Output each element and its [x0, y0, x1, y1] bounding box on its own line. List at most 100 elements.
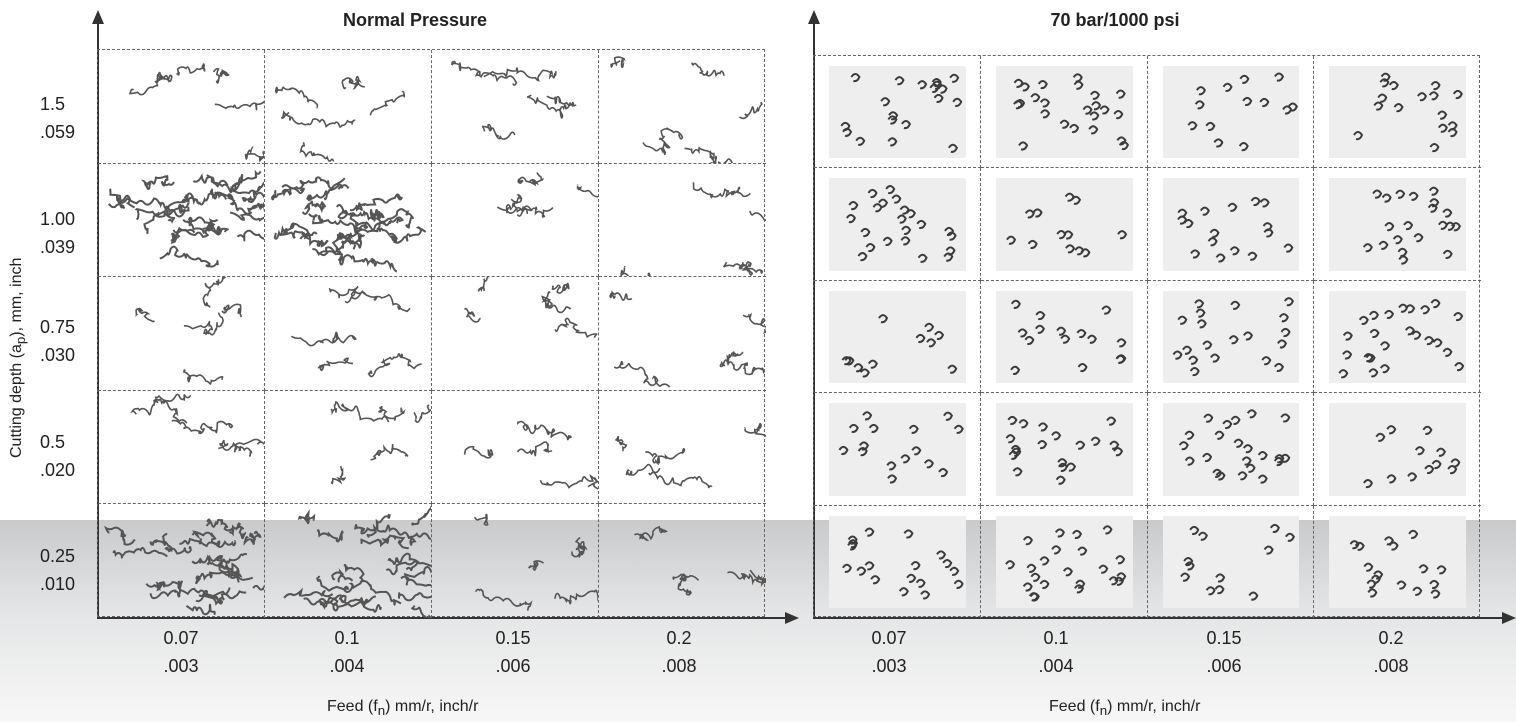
- chip-sample-cell: [432, 390, 599, 505]
- chip-sample-cell: [814, 393, 981, 506]
- column-label: 0.07 .003: [121, 624, 241, 680]
- column-label-inch: .004: [329, 656, 365, 676]
- metal-chips-illustration: [838, 411, 964, 484]
- chip-photo: [1329, 515, 1466, 608]
- metal-chips-illustration: [609, 290, 766, 388]
- chip-sample-cell: [1147, 280, 1315, 394]
- metal-chips-illustration: [1179, 523, 1295, 601]
- row-label-inch: .059: [40, 122, 76, 142]
- metal-chips-illustration: [620, 181, 766, 277]
- x-axis-arrow: [1502, 612, 1516, 624]
- chip-sample-cell: [814, 56, 981, 169]
- metal-chips-illustration: [451, 60, 577, 140]
- metal-chips-illustration: [1178, 409, 1290, 484]
- chip-sample-cell: [814, 280, 981, 394]
- column-label-mm: 0.07: [163, 628, 199, 648]
- chip-sample-cell: [1147, 168, 1315, 281]
- column-label-mm: 0.2: [1378, 628, 1404, 648]
- x-axis-arrow: [785, 612, 799, 624]
- chip-sample-cell: [1314, 281, 1481, 394]
- row-label-mm: 1.00: [40, 209, 76, 229]
- row-label: 1.5 .059: [40, 90, 75, 146]
- chip-photo: [995, 178, 1133, 271]
- column-label-mm: 0.2: [666, 628, 692, 648]
- chip-sample-cell: [98, 277, 265, 391]
- chip-sample-cell: [981, 505, 1148, 618]
- metal-chips-illustration: [840, 73, 963, 153]
- metal-chips-illustration: [1187, 72, 1298, 152]
- metal-chips-illustration: [463, 277, 598, 339]
- chip-sample-cell: [98, 390, 265, 505]
- column-label: 0.15 .006: [453, 624, 573, 680]
- column-label: 0.2 .008: [619, 624, 739, 680]
- metal-chips-illustration: [290, 286, 422, 378]
- metal-chips-illustration: [634, 526, 766, 597]
- metal-chips-illustration: [1009, 299, 1127, 375]
- metal-chips-illustration: [846, 185, 957, 264]
- metal-chips-illustration: [129, 63, 264, 163]
- metal-chips-illustration: [496, 171, 598, 218]
- metal-chips-illustration: [283, 506, 431, 618]
- row-label-inch: .010: [40, 574, 76, 594]
- metal-chips-illustration: [104, 518, 264, 616]
- row-label-inch: .020: [40, 460, 76, 480]
- column-label: 0.1 .004: [287, 624, 407, 680]
- column-label-mm: 0.07: [871, 628, 907, 648]
- chip-sample-cell: [98, 163, 265, 278]
- metal-chips-illustration: [463, 420, 598, 490]
- metal-chips-illustration: [1012, 73, 1129, 151]
- chip-sample-cell: [432, 50, 599, 164]
- chip-grid-normal: [97, 49, 766, 618]
- row-label-mm: 0.25: [40, 546, 76, 566]
- column-label-mm: 0.15: [495, 628, 531, 648]
- chip-grid-high-pressure: [813, 55, 1481, 618]
- chip-sample-cell: [432, 504, 599, 618]
- panel-title: 70 bar/1000 psi: [1050, 10, 1180, 30]
- chip-sample-cell: [814, 505, 981, 618]
- chip-sample-cell: [980, 280, 1148, 394]
- x-axis-line: [97, 617, 787, 619]
- column-label-inch: .004: [1038, 656, 1074, 676]
- chip-photo: [829, 290, 966, 384]
- chip-photo: [1162, 178, 1300, 271]
- metal-chips-illustration: [1363, 187, 1462, 265]
- chip-photo: [829, 178, 966, 271]
- chip-photo: [829, 403, 966, 496]
- chip-photo: [995, 66, 1133, 159]
- column-label-inch: .006: [1206, 656, 1242, 676]
- chip-sample-cell: [814, 168, 981, 281]
- chip-sample-cell: [1314, 506, 1481, 618]
- y-axis-title: Cutting depth (ap), mm, inch: [8, 257, 29, 458]
- metal-chips-illustration: [270, 175, 427, 273]
- metal-chips-illustration: [842, 527, 964, 600]
- chip-sample-cell: [599, 504, 766, 618]
- column-label-mm: 0.1: [1043, 628, 1069, 648]
- metal-chips-illustration: [1005, 416, 1123, 485]
- panel-title: Normal Pressure: [342, 10, 488, 30]
- column-label: 0.1 .004: [996, 624, 1116, 680]
- chip-sample-cell: [432, 277, 599, 391]
- chip-photo: [829, 66, 966, 159]
- column-label-inch: .003: [163, 656, 199, 676]
- chip-sample-cell: [98, 504, 265, 618]
- column-label-inch: .008: [1373, 656, 1409, 676]
- chip-sample-cell: [1314, 393, 1481, 506]
- row-label-inch: .030: [40, 345, 76, 365]
- metal-chips-illustration: [1004, 524, 1127, 602]
- column-label-inch: .006: [495, 656, 531, 676]
- column-label-mm: 0.1: [334, 628, 360, 648]
- row-label-mm: 0.5: [40, 432, 66, 452]
- chip-sample-cell: [1314, 56, 1481, 169]
- metal-chips-illustration: [274, 75, 406, 162]
- row-label-mm: 0.75: [40, 317, 76, 337]
- row-label: 0.25 .010: [40, 542, 75, 598]
- chip-sample-cell: [1314, 168, 1481, 281]
- y-axis-arrow: [92, 10, 104, 24]
- metal-chips-illustration: [1338, 298, 1465, 379]
- chip-sample-cell: [265, 504, 432, 618]
- metal-chips-illustration: [130, 393, 264, 457]
- chip-sample-cell: [265, 277, 432, 391]
- metal-chips-illustration: [330, 400, 431, 485]
- column-label-mm: 0.15: [1206, 628, 1242, 648]
- chip-sample-cell: [265, 390, 432, 505]
